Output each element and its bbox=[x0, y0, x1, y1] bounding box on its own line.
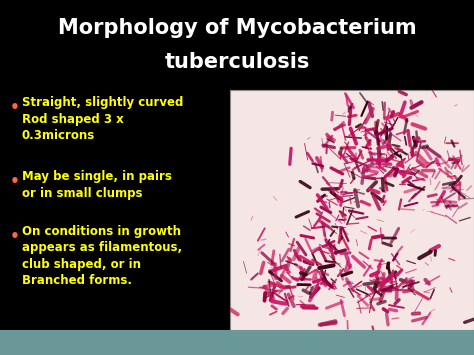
Text: •: • bbox=[10, 174, 20, 189]
Text: On conditions in growth
appears as filamentous,
club shaped, or in
Branched form: On conditions in growth appears as filam… bbox=[22, 225, 182, 288]
FancyBboxPatch shape bbox=[0, 0, 474, 90]
FancyBboxPatch shape bbox=[230, 90, 474, 330]
FancyBboxPatch shape bbox=[0, 330, 474, 355]
Text: •: • bbox=[10, 100, 20, 115]
Text: tuberculosis: tuberculosis bbox=[164, 52, 310, 72]
Text: •: • bbox=[10, 229, 20, 244]
Text: May be single, in pairs
or in small clumps: May be single, in pairs or in small clum… bbox=[22, 170, 172, 200]
Text: Morphology of Mycobacterium: Morphology of Mycobacterium bbox=[58, 18, 416, 38]
Text: Straight, slightly curved
Rod shaped 3 x
0.3microns: Straight, slightly curved Rod shaped 3 x… bbox=[22, 96, 183, 142]
